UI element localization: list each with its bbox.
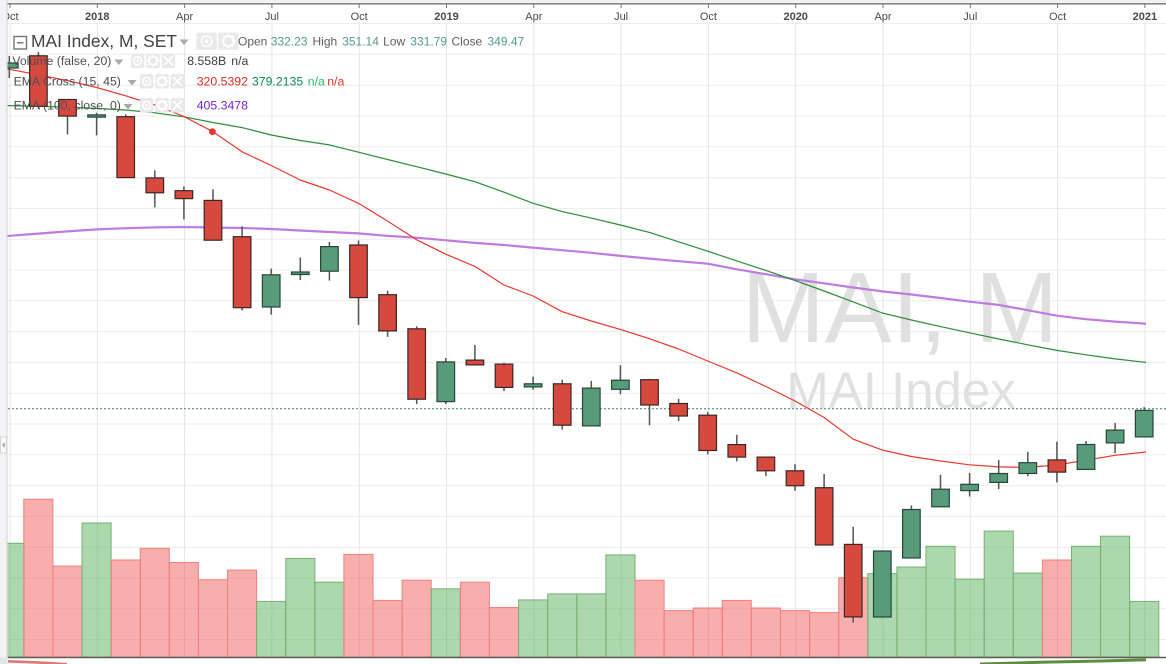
svg-text:MAI Index, M, SET: MAI Index, M, SET — [31, 31, 177, 51]
svg-text:Jul: Jul — [614, 11, 628, 23]
svg-text:Apr: Apr — [874, 11, 891, 23]
svg-text:Oct: Oct — [1049, 11, 1066, 23]
svg-text:405.3478: 405.3478 — [197, 99, 248, 113]
svg-text:349.47: 349.47 — [488, 34, 525, 48]
svg-text:2018: 2018 — [85, 11, 109, 23]
svg-text:EMA Cross (15, 45): EMA Cross (15, 45) — [14, 75, 121, 89]
svg-text:Apr: Apr — [176, 11, 193, 23]
svg-text:Apr: Apr — [525, 11, 542, 23]
svg-text:n/a: n/a — [231, 54, 248, 68]
svg-text:n/a: n/a — [308, 75, 325, 89]
svg-text:Oct: Oct — [700, 11, 717, 23]
svg-text:Close: Close — [452, 34, 483, 48]
svg-text:Low: Low — [383, 34, 405, 48]
svg-text:Jul: Jul — [265, 11, 279, 23]
svg-text:351.14: 351.14 — [342, 34, 379, 48]
svg-text:2019: 2019 — [434, 11, 458, 23]
svg-text:Jul: Jul — [963, 11, 977, 23]
svg-text:Open: Open — [238, 34, 267, 48]
svg-text:331.79: 331.79 — [410, 34, 447, 48]
svg-text:332.23: 332.23 — [271, 34, 308, 48]
svg-text:n/a: n/a — [327, 75, 344, 89]
svg-text:2020: 2020 — [783, 11, 807, 23]
svg-text:EMA (100, close, 0): EMA (100, close, 0) — [14, 99, 121, 113]
svg-text:Volume (false, 20): Volume (false, 20) — [12, 54, 111, 68]
svg-text:High: High — [313, 34, 338, 48]
svg-text:MAI, M: MAI, M — [742, 252, 1059, 364]
svg-text:MAI Index: MAI Index — [786, 362, 1016, 419]
svg-text:320.5392: 320.5392 — [197, 75, 248, 89]
svg-text:8.558B: 8.558B — [187, 54, 226, 68]
svg-text:379.2135: 379.2135 — [252, 75, 303, 89]
svg-text:2021: 2021 — [1133, 11, 1157, 23]
svg-text:Oct: Oct — [351, 11, 368, 23]
